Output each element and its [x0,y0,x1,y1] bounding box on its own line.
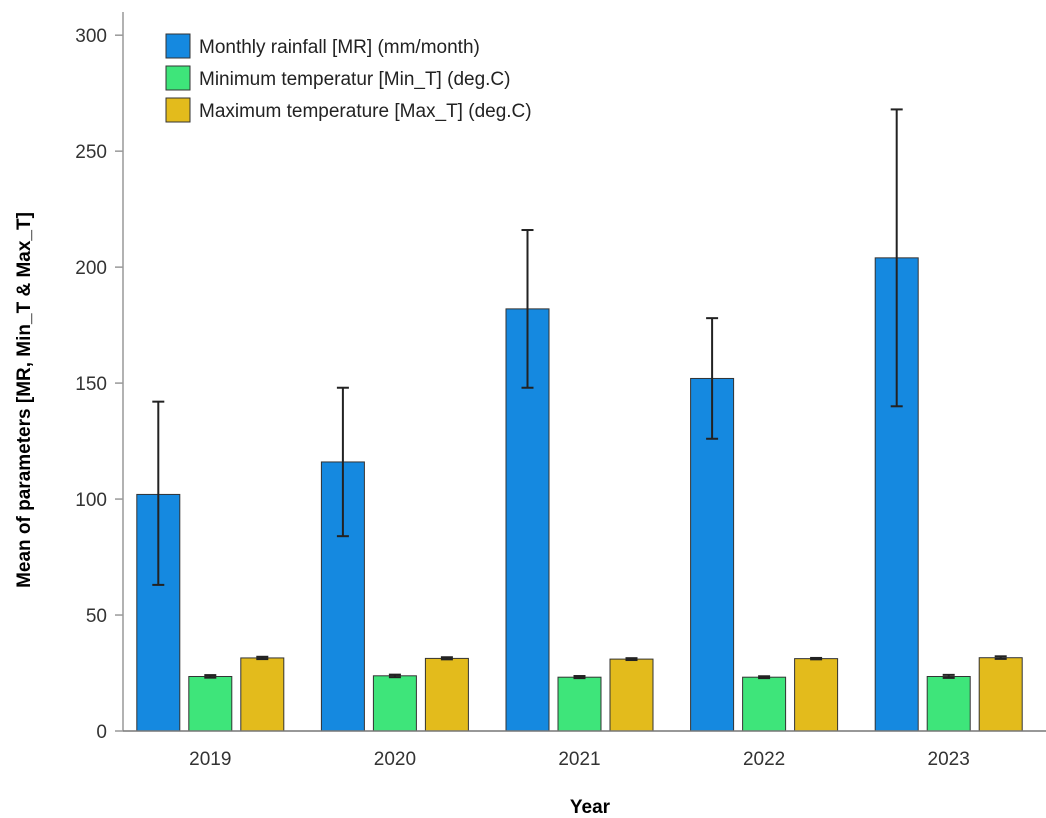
error-bars-layer [152,108,1007,680]
bar-2020-series-2 [372,675,417,732]
bar-2021-series-3 [609,658,654,732]
legend-swatch-2 [165,65,191,91]
legend: Monthly rainfall [MR] (mm/month) Minimum … [165,33,532,123]
legend-swatch-1 [165,33,191,59]
bar-2022-series-2 [742,676,787,732]
bar-2019-series-2 [188,675,233,732]
y-tick-label: 200 [75,258,107,279]
bar-2023-series-2 [926,675,971,732]
y-tick-label: 50 [86,606,107,627]
y-axis-title: Mean of parameters [MR, Min_T & Max_T] [14,212,35,588]
legend-label-2: Minimum temperatur [Min_T] (deg.C) [199,69,510,90]
y-tick-label: 100 [75,490,107,511]
legend-label-1: Monthly rainfall [MR] (mm/month) [199,37,480,58]
x-axis-title: Year [570,797,611,818]
legend-label-3: Maximum temperature [Max_T] (deg.C) [199,101,532,122]
x-tick-label-2019: 2019 [189,749,231,770]
bar-2021-series-2 [557,676,602,732]
y-axis-ticks: 0 50 100 150 200 250 300 [75,26,123,743]
bar-2019-series-3 [240,657,285,732]
bar-2022-series-3 [794,658,839,732]
x-tick-label-2023: 2023 [928,749,970,770]
x-axis-ticks: 2019 2020 2021 2022 2023 [189,749,970,770]
y-tick-label: 0 [96,722,107,743]
x-tick-label-2022: 2022 [743,749,785,770]
y-tick-label: 300 [75,26,107,47]
x-tick-label-2020: 2020 [374,749,416,770]
y-tick-label: 150 [75,374,107,395]
y-tick-label: 250 [75,142,107,163]
bar-2020-series-3 [424,657,469,732]
bar-2023-series-3 [978,657,1023,732]
legend-swatch-3 [165,97,191,123]
x-tick-label-2021: 2021 [558,749,600,770]
bars-layer [136,257,1023,732]
